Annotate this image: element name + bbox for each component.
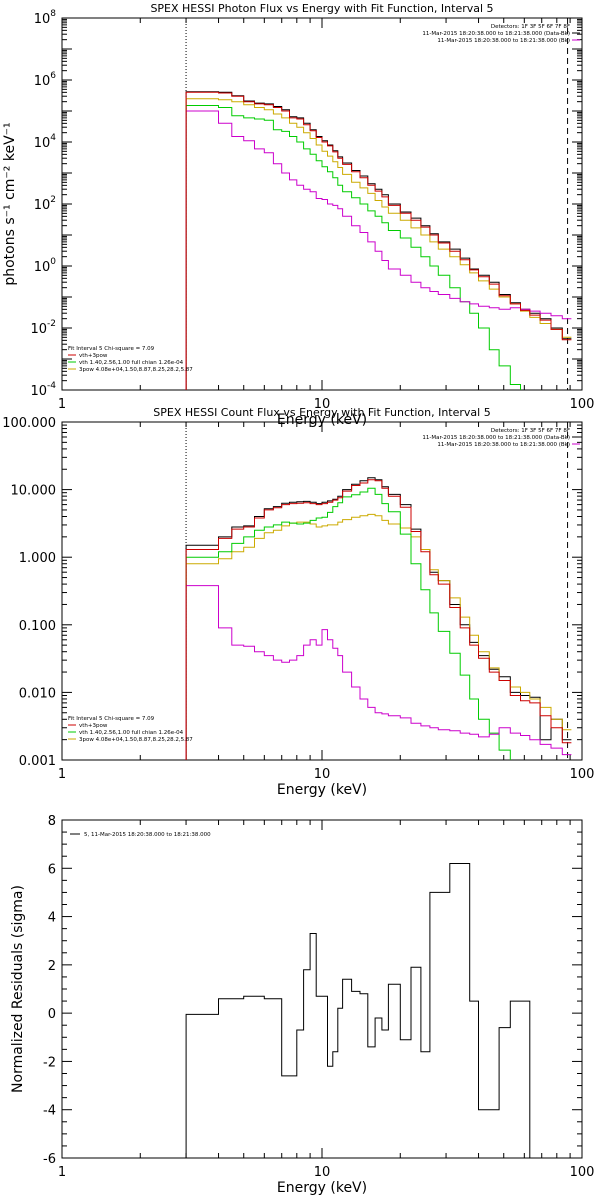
y-tick-label: 104 [34,133,57,151]
legend-entry: vth 1.40,2.56,1.00 full chian 1.26e-04 [79,730,184,736]
y-tick-label: -2 [43,1055,56,1070]
legend-top-line: 11-Mar-2015 18:20:38.000 to 18:21:38.000… [437,442,570,448]
series-0-step-line [185,863,572,1158]
y-tick-label: 6 [48,862,56,877]
y-tick-exponent: 6 [50,71,56,81]
x-tick-label: 1 [58,397,66,412]
y-tick-label: 0.010 [19,686,56,701]
series-2-step-line [185,487,511,760]
y-tick-label: 10.000 [11,484,57,499]
series-3-step-line [185,98,572,390]
y-tick-label: 0.001 [19,754,56,769]
y-tick-label: 8 [48,814,56,829]
x-axis-label: Energy (keV) [277,782,367,798]
y-tick-base: 10 [34,12,51,27]
y-tick-label: -4 [43,1104,56,1119]
plot-frame [61,819,583,1159]
series-4-step-line [185,585,572,760]
x-tick-label: 1 [58,767,66,782]
legend-top-line: 11-Mar-2015 18:20:38.000 to 18:21:38.000… [422,31,570,37]
legend-entry: 3pow 4.08e+04,1.50,8.87,8.25,28.2,5.87 [79,737,193,743]
plot-frame [61,421,583,761]
y-axis-label: Normalized Residuals (sigma) [10,885,26,1093]
y-tick-exponent: -4 [47,381,56,391]
y-tick-label: 4 [48,911,56,926]
chart-title: SPEX HESSI Count Flux vs Energy with Fit… [153,406,490,419]
x-tick-label: 10 [314,767,331,782]
series-4-step-line [185,110,572,390]
y-tick-label: 100 [34,257,57,275]
y-tick-exponent: 8 [50,9,56,19]
y-tick-base: 10 [34,260,51,275]
x-tick-label: 100 [570,397,595,412]
x-tick-label: 100 [570,1165,595,1180]
legend-top-line: 11-Mar-2015 18:20:38.000 to 18:21:38.000… [437,38,570,44]
y-tick-exponent: 0 [50,257,56,267]
series-2-step-line [185,105,521,390]
x-axis-label: Energy (keV) [277,1180,367,1196]
y-tick-exponent: 2 [50,195,56,205]
legend-entry: vth+3pow [79,723,108,729]
legend-top-line: Detectors: 1F 3F 5F 6F 7F 8F [491,428,570,434]
series-group [185,91,572,390]
y-tick-base: 10 [34,136,51,151]
y-tick-label: 102 [34,195,56,213]
legend-entry: vth 1.40,2.56,1.00 full chian 1.26e-04 [79,360,184,366]
y-tick-exponent: 4 [50,133,56,143]
y-tick-label: 0.100 [19,619,56,634]
series-3-step-line [185,513,572,760]
series-0-step-line [185,477,572,760]
legend-top-line: Detectors: 1F 3F 5F 6F 7F 8F [491,24,570,30]
y-tick-label: 1.000 [19,551,56,566]
x-axis-label: Energy (keV) [277,412,367,428]
series-group [185,477,572,760]
legend-entry: vth+3pow [79,353,108,359]
y-axis-label: photons s⁻¹ cm⁻² keV⁻¹ [2,122,18,285]
y-tick-label: 10-4 [30,381,56,399]
legend-entry: 3pow 4.08e+04,1.50,8.87,8.25,28.2,5.87 [79,367,193,373]
y-tick-base: 10 [30,322,47,337]
series-group [185,863,572,1158]
y-tick-label: 2 [48,959,56,974]
y-tick-exponent: -2 [47,319,56,329]
plot-frame [61,17,583,391]
x-tick-label: 10 [314,397,331,412]
y-tick-label: 108 [34,9,57,27]
series-1-step-line [185,91,572,390]
y-tick-base: 10 [34,74,51,89]
panel-1: SPEX HESSI Photon Flux vs Energy with Fi… [2,2,594,428]
panel-2: SPEX HESSI Count Flux vs Energy with Fit… [2,406,594,798]
y-tick-label: 0 [48,1007,56,1022]
x-tick-label: 100 [570,767,595,782]
x-tick-label: 10 [314,1165,331,1180]
legend-entry: 5, 11-Mar-2015 18:20:38.000 to 18:21:38.… [84,832,211,838]
x-tick-label: 1 [58,1165,66,1180]
y-tick-label: 100.000 [2,416,56,431]
series-1-step-line [185,479,572,760]
panel-3: 1 10 100 -6 -4 -2 0 2 4 6 8 Energy (keV) Normalized … [10,814,594,1196]
y-tick-label: 10-2 [30,319,56,337]
y-tick-base: 10 [34,198,51,213]
legend-fit-info: Fit Interval 5 Chi-square = 7.09 [68,346,155,352]
legend-fit-info: Fit Interval 5 Chi-square = 7.09 [68,716,155,722]
y-tick-label: 106 [34,71,57,89]
y-tick-base: 10 [30,384,47,399]
chart-title: SPEX HESSI Photon Flux vs Energy with Fi… [150,2,493,15]
y-tick-label: -6 [43,1152,56,1167]
legend-top-line: 11-Mar-2015 18:20:38.000 to 18:21:38.000… [422,435,570,441]
